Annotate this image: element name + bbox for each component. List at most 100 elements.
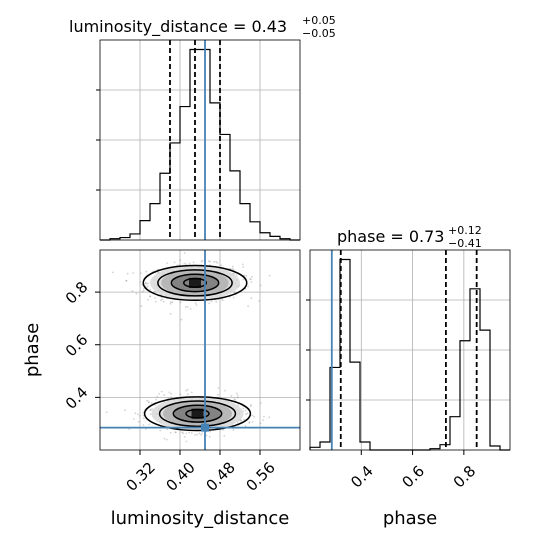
joint-point — [224, 389, 227, 392]
joint-contour-mode0-2 — [157, 269, 233, 297]
joint-point — [180, 318, 183, 321]
joint-point — [213, 260, 216, 263]
joint-point — [250, 297, 253, 300]
joint-point — [190, 391, 193, 394]
joint-point — [163, 394, 166, 397]
joint-point — [174, 431, 177, 434]
joint-point — [185, 263, 188, 266]
joint-point — [245, 413, 247, 416]
joint-contour-mode0-0 — [183, 277, 207, 288]
joint-point — [184, 306, 187, 308]
joint-contour-mode1-0 — [185, 408, 210, 419]
joint-point — [147, 282, 149, 285]
joint-point — [186, 305, 189, 308]
joint-point — [162, 300, 165, 303]
joint-point — [231, 267, 234, 270]
joint-point — [142, 424, 145, 426]
joint-point — [149, 413, 152, 416]
joint-point — [251, 421, 254, 423]
luminosity-distance-histogram-panel — [96, 39, 301, 241]
joint-point — [148, 423, 151, 426]
joint-point — [160, 299, 162, 302]
joint-point — [169, 432, 172, 434]
joint-point — [250, 403, 253, 406]
joint-point — [210, 300, 213, 303]
joint-point — [146, 285, 149, 288]
joint-point — [249, 277, 252, 280]
joint-point — [135, 292, 138, 295]
joint-point — [188, 262, 191, 265]
joint-point — [247, 305, 250, 308]
joint-point — [153, 290, 156, 293]
joint-point — [194, 433, 197, 436]
joint-point — [166, 262, 169, 264]
joint-point — [183, 262, 186, 265]
joint-point — [200, 260, 203, 263]
luminosity-distance-title-sup: +0.05 — [302, 14, 336, 27]
x-axis-label-phase: phase — [383, 508, 437, 529]
joint-point — [136, 413, 139, 416]
joint-point — [216, 393, 219, 396]
joint-point — [247, 285, 250, 288]
joint-contour-mode1-2 — [158, 400, 237, 428]
joint-point — [243, 274, 246, 277]
joint-point — [198, 432, 201, 435]
joint-point — [259, 284, 262, 287]
joint-xtick-label-2: 0.48 — [203, 459, 239, 495]
joint-contour-mode1-3 — [143, 396, 252, 432]
joint-point — [201, 432, 204, 435]
joint-point — [263, 415, 265, 418]
joint-xtick-label-1: 0.40 — [163, 459, 199, 495]
joint-point — [168, 391, 171, 394]
joint-point — [232, 269, 235, 271]
joint-point — [141, 291, 144, 293]
joint-point — [231, 265, 234, 268]
joint-point — [171, 301, 174, 304]
joint-point — [189, 308, 192, 310]
joint-point — [154, 297, 156, 299]
joint-point — [124, 409, 126, 412]
joint-frame — [99, 249, 301, 451]
joint-point — [147, 298, 149, 301]
joint-point — [142, 417, 145, 419]
joint-point — [215, 300, 218, 303]
joint-point — [149, 409, 152, 411]
y-axis-label-phase: phase — [22, 323, 43, 377]
joint-point — [258, 300, 261, 302]
joint-point — [244, 425, 247, 427]
joint-point — [174, 431, 177, 433]
joint-point — [234, 399, 237, 401]
joint-point — [132, 418, 135, 420]
joint-point — [149, 288, 152, 291]
joint-point — [158, 392, 160, 395]
joint-point — [248, 422, 251, 424]
joint-point — [179, 301, 182, 304]
phase-hist-xtick-label-0: 0.4 — [347, 462, 377, 492]
joint-point — [160, 390, 163, 393]
joint-point — [233, 398, 236, 401]
joint-point — [185, 389, 188, 392]
joint-point — [250, 281, 253, 283]
joint-point — [194, 302, 197, 304]
joint-point — [185, 432, 188, 435]
joint-point — [251, 414, 254, 417]
joint-point — [132, 272, 135, 274]
phase-title: phase = 0.73 — [337, 227, 444, 246]
joint-point — [150, 402, 153, 404]
ld-hist-frame — [99, 39, 301, 241]
joint-point — [142, 289, 145, 292]
joint-point — [149, 295, 151, 298]
joint-point — [242, 407, 245, 410]
joint-point — [154, 300, 157, 303]
joint-point — [144, 281, 147, 284]
joint-point — [208, 302, 211, 305]
joint-point — [144, 428, 147, 430]
joint-point — [248, 421, 251, 423]
joint-point — [244, 409, 247, 412]
joint-point — [166, 428, 169, 431]
phase-title-sub: −0.41 — [448, 237, 482, 250]
joint-point — [105, 411, 108, 414]
joint-point — [128, 428, 131, 430]
joint-point — [126, 272, 129, 275]
joint-point — [209, 430, 212, 433]
